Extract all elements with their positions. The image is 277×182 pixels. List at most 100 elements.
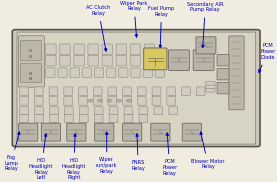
FancyBboxPatch shape — [20, 87, 29, 96]
FancyBboxPatch shape — [58, 68, 67, 77]
FancyBboxPatch shape — [79, 87, 87, 96]
FancyBboxPatch shape — [82, 68, 91, 77]
FancyBboxPatch shape — [102, 55, 112, 66]
FancyBboxPatch shape — [152, 96, 161, 105]
FancyBboxPatch shape — [116, 44, 127, 55]
FancyBboxPatch shape — [49, 87, 58, 96]
Text: HID
Headlight
Relay
Left: HID Headlight Relay Left — [29, 134, 53, 181]
FancyBboxPatch shape — [107, 68, 116, 77]
FancyBboxPatch shape — [155, 68, 165, 77]
Text: PCM
Power
Diode: PCM Power Diode — [259, 43, 276, 72]
FancyBboxPatch shape — [65, 107, 73, 115]
FancyBboxPatch shape — [79, 107, 88, 115]
FancyBboxPatch shape — [35, 115, 43, 123]
FancyBboxPatch shape — [41, 123, 60, 141]
FancyBboxPatch shape — [167, 96, 176, 105]
FancyBboxPatch shape — [20, 63, 41, 82]
FancyBboxPatch shape — [123, 96, 131, 105]
FancyBboxPatch shape — [139, 115, 148, 123]
FancyBboxPatch shape — [124, 115, 133, 123]
FancyBboxPatch shape — [20, 115, 29, 123]
Text: F3: F3 — [29, 72, 33, 76]
FancyBboxPatch shape — [64, 87, 73, 96]
FancyBboxPatch shape — [119, 68, 128, 77]
FancyBboxPatch shape — [35, 107, 43, 115]
FancyBboxPatch shape — [18, 36, 44, 87]
FancyBboxPatch shape — [65, 115, 73, 123]
Text: Wiper
run/park
Relay: Wiper run/park Relay — [96, 132, 117, 174]
FancyBboxPatch shape — [20, 96, 29, 105]
FancyBboxPatch shape — [143, 68, 152, 77]
Circle shape — [88, 99, 93, 102]
FancyBboxPatch shape — [193, 50, 214, 70]
Text: HID
Headlight
Relay
Right: HID Headlight Relay Right — [62, 134, 86, 181]
Circle shape — [107, 99, 112, 102]
FancyBboxPatch shape — [60, 44, 70, 55]
FancyBboxPatch shape — [17, 32, 256, 144]
Text: Blower Motor
Relay: Blower Motor Relay — [191, 132, 225, 169]
FancyBboxPatch shape — [206, 85, 215, 89]
FancyBboxPatch shape — [20, 107, 29, 115]
FancyBboxPatch shape — [46, 68, 55, 77]
Text: F4: F4 — [29, 76, 33, 80]
FancyBboxPatch shape — [34, 96, 43, 105]
FancyBboxPatch shape — [206, 88, 215, 92]
FancyBboxPatch shape — [109, 115, 118, 123]
FancyBboxPatch shape — [88, 44, 98, 55]
FancyBboxPatch shape — [50, 115, 58, 123]
FancyBboxPatch shape — [130, 55, 140, 66]
FancyBboxPatch shape — [34, 87, 43, 96]
FancyBboxPatch shape — [116, 55, 127, 66]
FancyBboxPatch shape — [152, 87, 161, 96]
Circle shape — [117, 99, 122, 102]
Text: F1: F1 — [29, 50, 33, 54]
FancyBboxPatch shape — [217, 82, 229, 94]
FancyBboxPatch shape — [12, 30, 260, 147]
FancyBboxPatch shape — [229, 36, 244, 110]
FancyBboxPatch shape — [108, 87, 117, 96]
FancyBboxPatch shape — [49, 96, 58, 105]
FancyBboxPatch shape — [108, 96, 117, 105]
FancyBboxPatch shape — [130, 44, 140, 55]
FancyBboxPatch shape — [217, 68, 229, 80]
FancyBboxPatch shape — [70, 68, 79, 77]
FancyBboxPatch shape — [206, 81, 215, 85]
FancyBboxPatch shape — [169, 107, 178, 115]
Text: Fuel Pump
Relay: Fuel Pump Relay — [148, 6, 175, 48]
FancyBboxPatch shape — [19, 123, 38, 141]
FancyBboxPatch shape — [144, 55, 155, 66]
Text: Fog
Lamp
Relay: Fog Lamp Relay — [4, 132, 20, 171]
Text: FNRS
Relay: FNRS Relay — [131, 134, 145, 171]
FancyBboxPatch shape — [20, 40, 41, 61]
FancyBboxPatch shape — [167, 87, 176, 96]
Text: Secondary AIR
Pump Relay: Secondary AIR Pump Relay — [187, 2, 224, 48]
Circle shape — [98, 99, 102, 102]
FancyBboxPatch shape — [131, 68, 140, 77]
FancyBboxPatch shape — [93, 87, 102, 96]
Text: AC Clutch
Relay: AC Clutch Relay — [86, 5, 111, 51]
FancyBboxPatch shape — [217, 54, 229, 66]
Text: Wiper Park
Relay: Wiper Park Relay — [120, 1, 148, 37]
FancyBboxPatch shape — [123, 123, 142, 141]
FancyBboxPatch shape — [94, 115, 103, 123]
FancyBboxPatch shape — [93, 96, 102, 105]
FancyBboxPatch shape — [181, 87, 190, 96]
FancyBboxPatch shape — [46, 55, 56, 66]
FancyBboxPatch shape — [74, 55, 84, 66]
FancyBboxPatch shape — [196, 37, 216, 54]
FancyBboxPatch shape — [182, 123, 201, 141]
FancyBboxPatch shape — [46, 44, 56, 55]
FancyBboxPatch shape — [74, 44, 84, 55]
FancyBboxPatch shape — [79, 96, 87, 105]
FancyBboxPatch shape — [94, 107, 103, 115]
FancyBboxPatch shape — [95, 123, 114, 141]
FancyBboxPatch shape — [109, 107, 118, 115]
FancyBboxPatch shape — [50, 107, 58, 115]
FancyBboxPatch shape — [151, 123, 170, 141]
FancyBboxPatch shape — [79, 115, 88, 123]
FancyBboxPatch shape — [88, 55, 98, 66]
Text: PCM
Power
Relay: PCM Power Relay — [162, 133, 177, 176]
FancyBboxPatch shape — [67, 123, 86, 141]
FancyBboxPatch shape — [196, 87, 205, 96]
FancyBboxPatch shape — [137, 87, 146, 96]
